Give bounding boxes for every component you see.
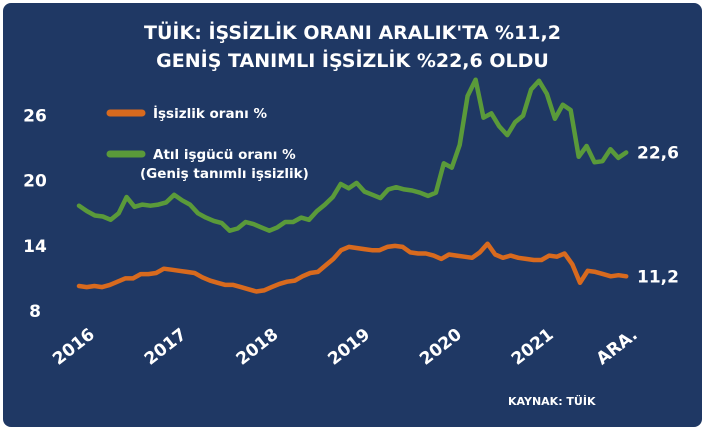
x-tick-label: 2020 — [416, 325, 466, 370]
series-line-1 — [76, 77, 629, 233]
x-tick-label: 2021 — [508, 325, 558, 370]
y-tick-label: 8 — [29, 302, 41, 322]
series-end-label: 11,2 — [637, 267, 679, 287]
source-label: KAYNAK: TÜİK — [508, 394, 596, 408]
x-tick-label: ARA. — [593, 325, 642, 369]
y-tick-label: 20 — [23, 172, 47, 192]
legend-label: İşsizlik oranı % — [153, 105, 267, 122]
legend-label: Atıl işgücü oranı % — [153, 147, 296, 163]
x-tick-label: 2016 — [49, 325, 99, 370]
x-tick-label: 2018 — [233, 325, 283, 370]
series-line-0 — [76, 241, 629, 294]
legend-label-line2: (Geniş tanımlı işsizlik) — [140, 166, 309, 182]
y-tick-label: 14 — [23, 237, 47, 257]
chart-title-line1: TÜİK: İŞSİZLİK ORANI ARALIK'TA %11,2 — [144, 20, 561, 44]
x-tick-label: 2017 — [141, 325, 191, 370]
x-tick-label: 2019 — [324, 325, 374, 370]
y-tick-label: 26 — [23, 107, 47, 127]
chart-panel: TÜİK: İŞSİZLİK ORANI ARALIK'TA %11,2 GEN… — [3, 3, 702, 427]
series-end-label: 22,6 — [637, 143, 679, 163]
line-chart: TÜİK: İŞSİZLİK ORANI ARALIK'TA %11,2 GEN… — [23, 20, 679, 408]
chart-title-line2: GENİŞ TANIMLI İŞSİZLİK %22,6 OLDU — [156, 48, 549, 72]
